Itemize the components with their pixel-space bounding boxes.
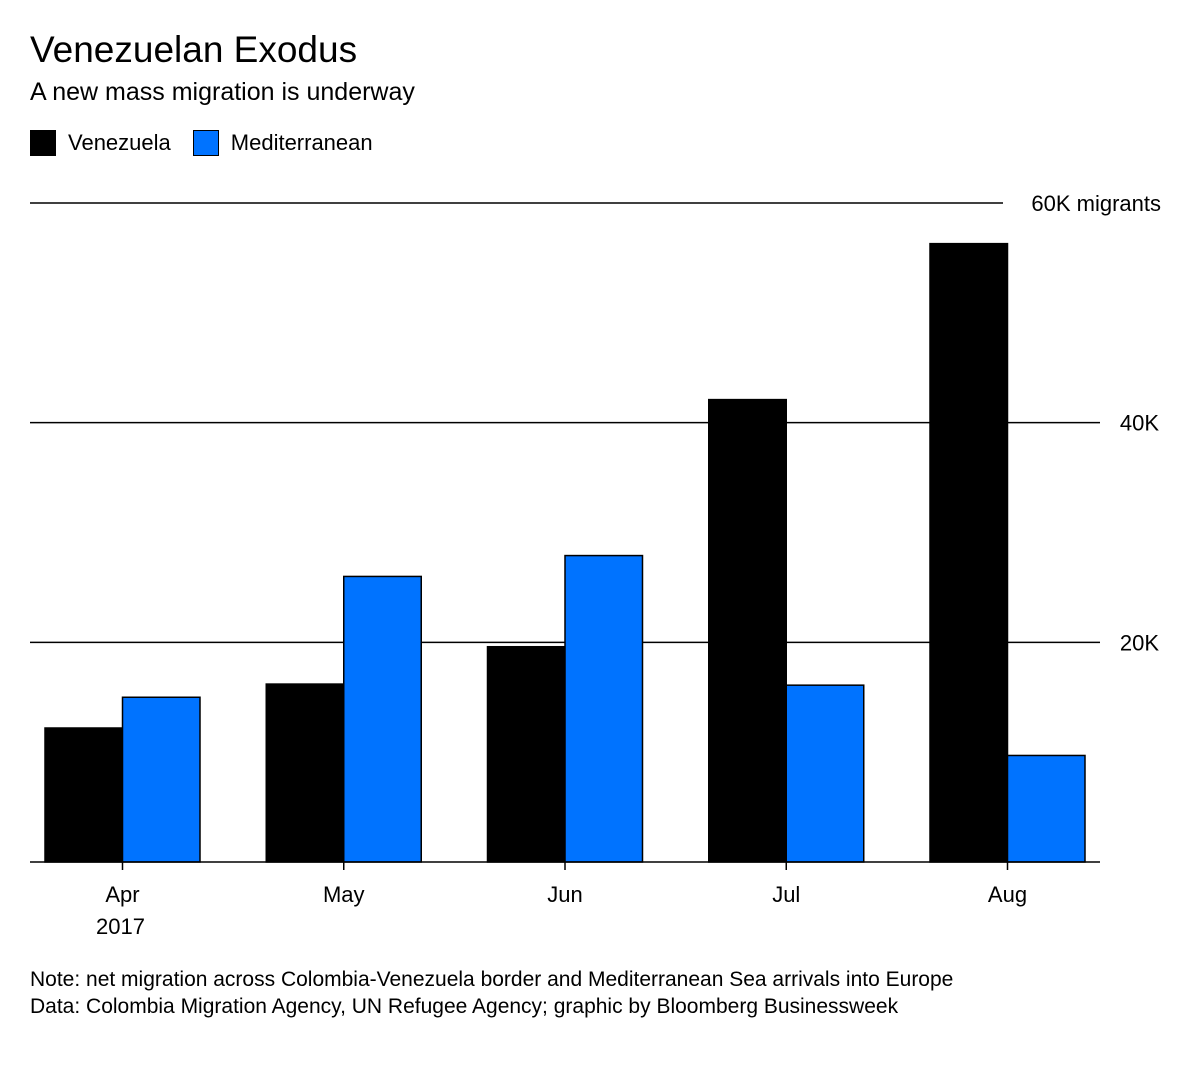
x-tick-label: Apr (105, 882, 139, 907)
chart-footnotes: Note: net migration across Colombia-Vene… (30, 966, 1030, 1020)
y-tick-label: 20K (1120, 630, 1159, 655)
x-tick-label: Jul (772, 882, 800, 907)
bar-venezuela (486, 645, 566, 863)
bar-mediterranean (1006, 754, 1086, 863)
x-tick-label: Jun (547, 882, 582, 907)
bar-venezuela (44, 727, 124, 863)
legend-swatch-mediterranean (192, 130, 219, 156)
chart-subtitle: A new mass migration is underway (30, 78, 415, 106)
legend-swatch-venezuela (30, 130, 56, 156)
bar-mediterranean (785, 684, 865, 863)
x-tick-label: May (323, 882, 365, 907)
bar-venezuela (929, 242, 1009, 863)
y-tick-label: 60K migrants (1031, 191, 1161, 216)
chart-title: Venezuelan Exodus (30, 29, 358, 70)
legend-label-mediterranean: Mediterranean (230, 130, 373, 155)
legend-item-venezuela: Venezuela (30, 130, 171, 156)
bar-venezuela (708, 398, 787, 863)
legend: Venezuela Mediterranean (30, 128, 395, 158)
bar-chart: 60K migrants 40K 20K Apr 2017 May Jun Jul Aug (30, 191, 1161, 939)
note-text: Note: net migration across Colombia-Vene… (30, 968, 954, 991)
source-text: Data: Colombia Migration Agency, UN Refu… (30, 995, 899, 1018)
bar-mediterranean (564, 554, 644, 863)
bar-mediterranean (343, 575, 422, 863)
x-tick-label: Aug (988, 882, 1027, 907)
legend-label-venezuela: Venezuela (68, 130, 171, 155)
x-tick-sublabel: 2017 (96, 914, 145, 939)
bar-venezuela (265, 683, 345, 863)
legend-item-mediterranean: Mediterranean (192, 130, 373, 156)
bar-mediterranean (121, 696, 201, 863)
y-tick-label: 40K (1120, 411, 1159, 436)
